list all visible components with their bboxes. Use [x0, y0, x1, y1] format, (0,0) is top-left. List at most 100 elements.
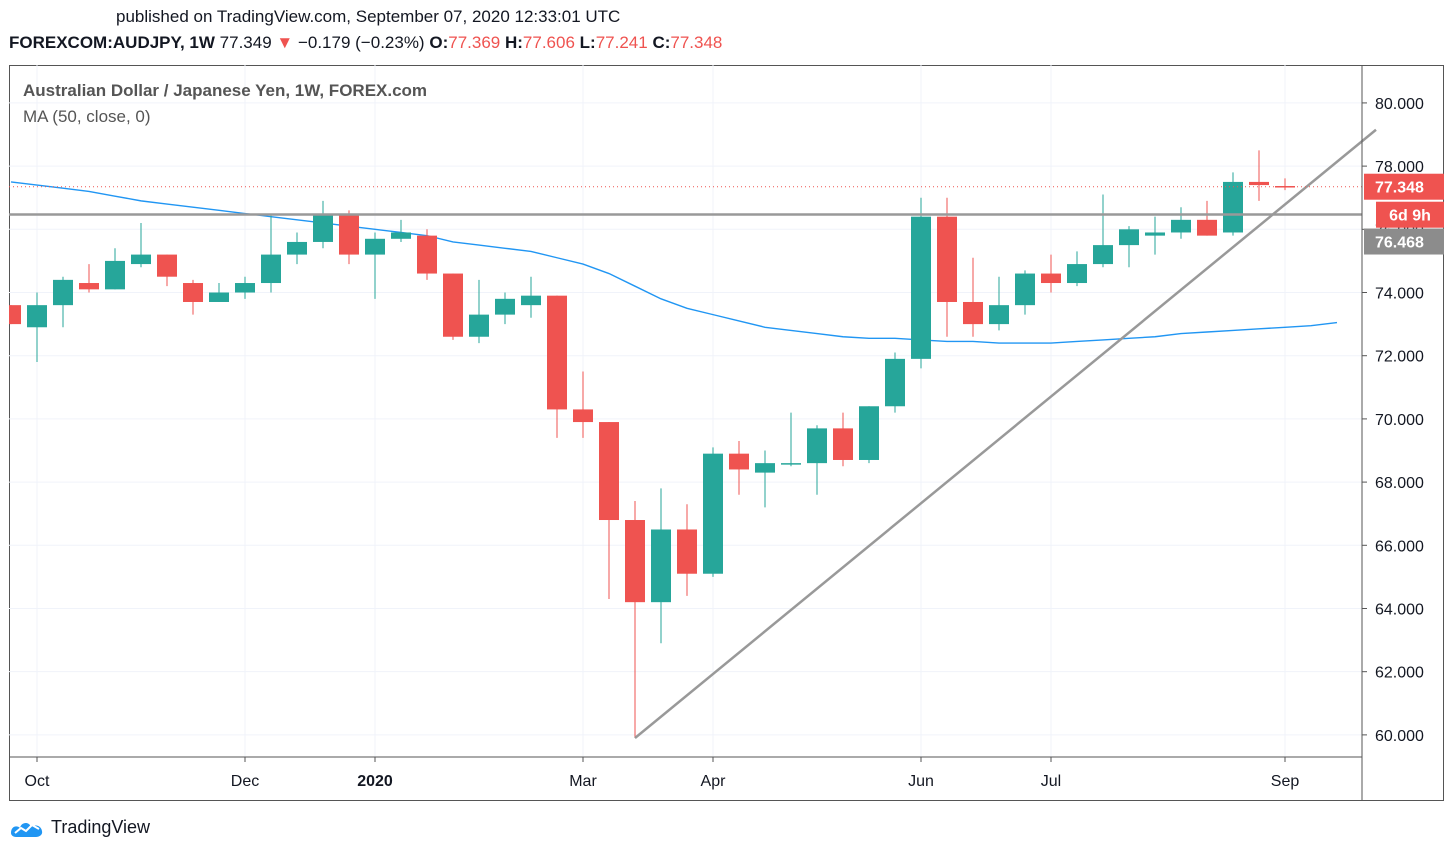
candle [1041, 254, 1061, 293]
candle [105, 248, 125, 290]
candle [1223, 172, 1243, 236]
candle-body [807, 428, 827, 464]
candle [79, 264, 99, 293]
candle-body [131, 254, 151, 265]
candle [1197, 200, 1217, 236]
candle-body [469, 314, 489, 337]
ma-indicator-legend[interactable]: MA (50, close, 0) [23, 107, 151, 126]
symbol-label[interactable]: FOREXCOM:AUDJPY, 1W [9, 33, 215, 52]
countdown-value: 6d 9h [1389, 208, 1431, 225]
candle [157, 254, 177, 287]
current-price-tag [1364, 173, 1444, 200]
tradingview-logo-icon [11, 822, 43, 837]
low-label: L: [579, 33, 596, 52]
candle-body [105, 260, 125, 290]
candle-body [625, 520, 645, 603]
candle [417, 229, 437, 280]
candle [1067, 251, 1087, 287]
candle-body [937, 216, 957, 302]
candle-body [1171, 219, 1191, 233]
candle-body [677, 529, 697, 574]
open-label: O: [429, 33, 449, 52]
chart-title: Australian Dollar / Japanese Yen, 1W, FO… [23, 81, 427, 100]
symbol-quote-line: FOREXCOM:AUDJPY, 1W 77.349 ▼ −0.179 (−0.… [9, 33, 722, 53]
candle [521, 276, 541, 318]
candle-body [911, 216, 931, 359]
candle-body [1119, 229, 1139, 246]
candle-body [729, 453, 749, 470]
chart-panel[interactable]: 80.00078.00076.00074.00072.00070.00068.0… [1, 65, 1444, 801]
candle-body [1249, 181, 1269, 186]
candle [1093, 194, 1113, 268]
candle-body [1, 305, 21, 325]
candle-body [261, 254, 281, 284]
candle [313, 200, 333, 249]
candle-body [495, 298, 515, 315]
candle-body [989, 305, 1009, 325]
candle-body [417, 235, 437, 274]
level-price-tag [1364, 228, 1444, 255]
y-tick-label: 60.000 [1375, 728, 1424, 745]
candle [625, 501, 645, 739]
candle-body [651, 529, 671, 603]
candle-body [1041, 273, 1061, 284]
candle [1171, 207, 1191, 239]
candle [391, 219, 411, 242]
close-label: C: [652, 33, 671, 52]
candle [1145, 216, 1165, 255]
candle [599, 422, 619, 600]
x-tick-label: Oct [25, 773, 50, 790]
candle-body [1223, 181, 1243, 233]
candle-body [79, 283, 99, 290]
published-info: published on TradingView.com, September … [116, 7, 621, 26]
candle-body [209, 292, 229, 302]
level-price-value: 76.468 [1375, 235, 1424, 252]
footer-brand[interactable]: TradingView [9, 816, 150, 838]
candle-body [755, 463, 775, 473]
candle-body [1015, 273, 1035, 306]
candle-body [235, 283, 255, 293]
candle [703, 447, 723, 577]
candle-body [365, 238, 385, 255]
candle [469, 279, 489, 344]
y-tick-label: 70.000 [1375, 412, 1424, 429]
candle-body [391, 232, 411, 239]
price-chart[interactable]: 80.00078.00076.00074.00072.00070.00068.0… [1, 65, 1444, 801]
candle [339, 210, 359, 265]
candle-body [1093, 245, 1113, 265]
candle [53, 276, 73, 328]
x-tick-label: 2020 [357, 773, 393, 790]
candle [963, 257, 983, 337]
price-change: −0.179 (−0.23%) [297, 33, 425, 52]
close-value: 77.348 [670, 33, 723, 52]
candle [651, 488, 671, 644]
open-value: 77.369 [448, 33, 501, 52]
brand-name: TradingView [51, 816, 151, 837]
low-value: 77.241 [595, 33, 648, 52]
y-tick-label: 74.000 [1375, 286, 1424, 303]
candle-body [599, 422, 619, 521]
candle [365, 232, 385, 299]
y-tick-label: 78.000 [1375, 159, 1424, 176]
candle-body [313, 213, 333, 242]
candle-body [27, 305, 47, 328]
candle [885, 352, 905, 413]
candle-body [521, 295, 541, 306]
candle-body [573, 409, 593, 423]
candle-body [703, 453, 723, 574]
candle [677, 504, 697, 596]
y-tick-label: 64.000 [1375, 601, 1424, 618]
candle [209, 283, 229, 302]
candle [859, 406, 879, 464]
y-tick-label: 66.000 [1375, 538, 1424, 555]
candle [911, 197, 931, 369]
candle-body [885, 358, 905, 407]
moving-average-line [10, 181, 1338, 344]
candle-body [443, 273, 463, 337]
candle [183, 279, 203, 315]
candle [1119, 226, 1139, 268]
candle-body [859, 406, 879, 460]
candle [781, 412, 801, 467]
candle-body [547, 295, 567, 410]
y-tick-label: 72.000 [1375, 349, 1424, 366]
